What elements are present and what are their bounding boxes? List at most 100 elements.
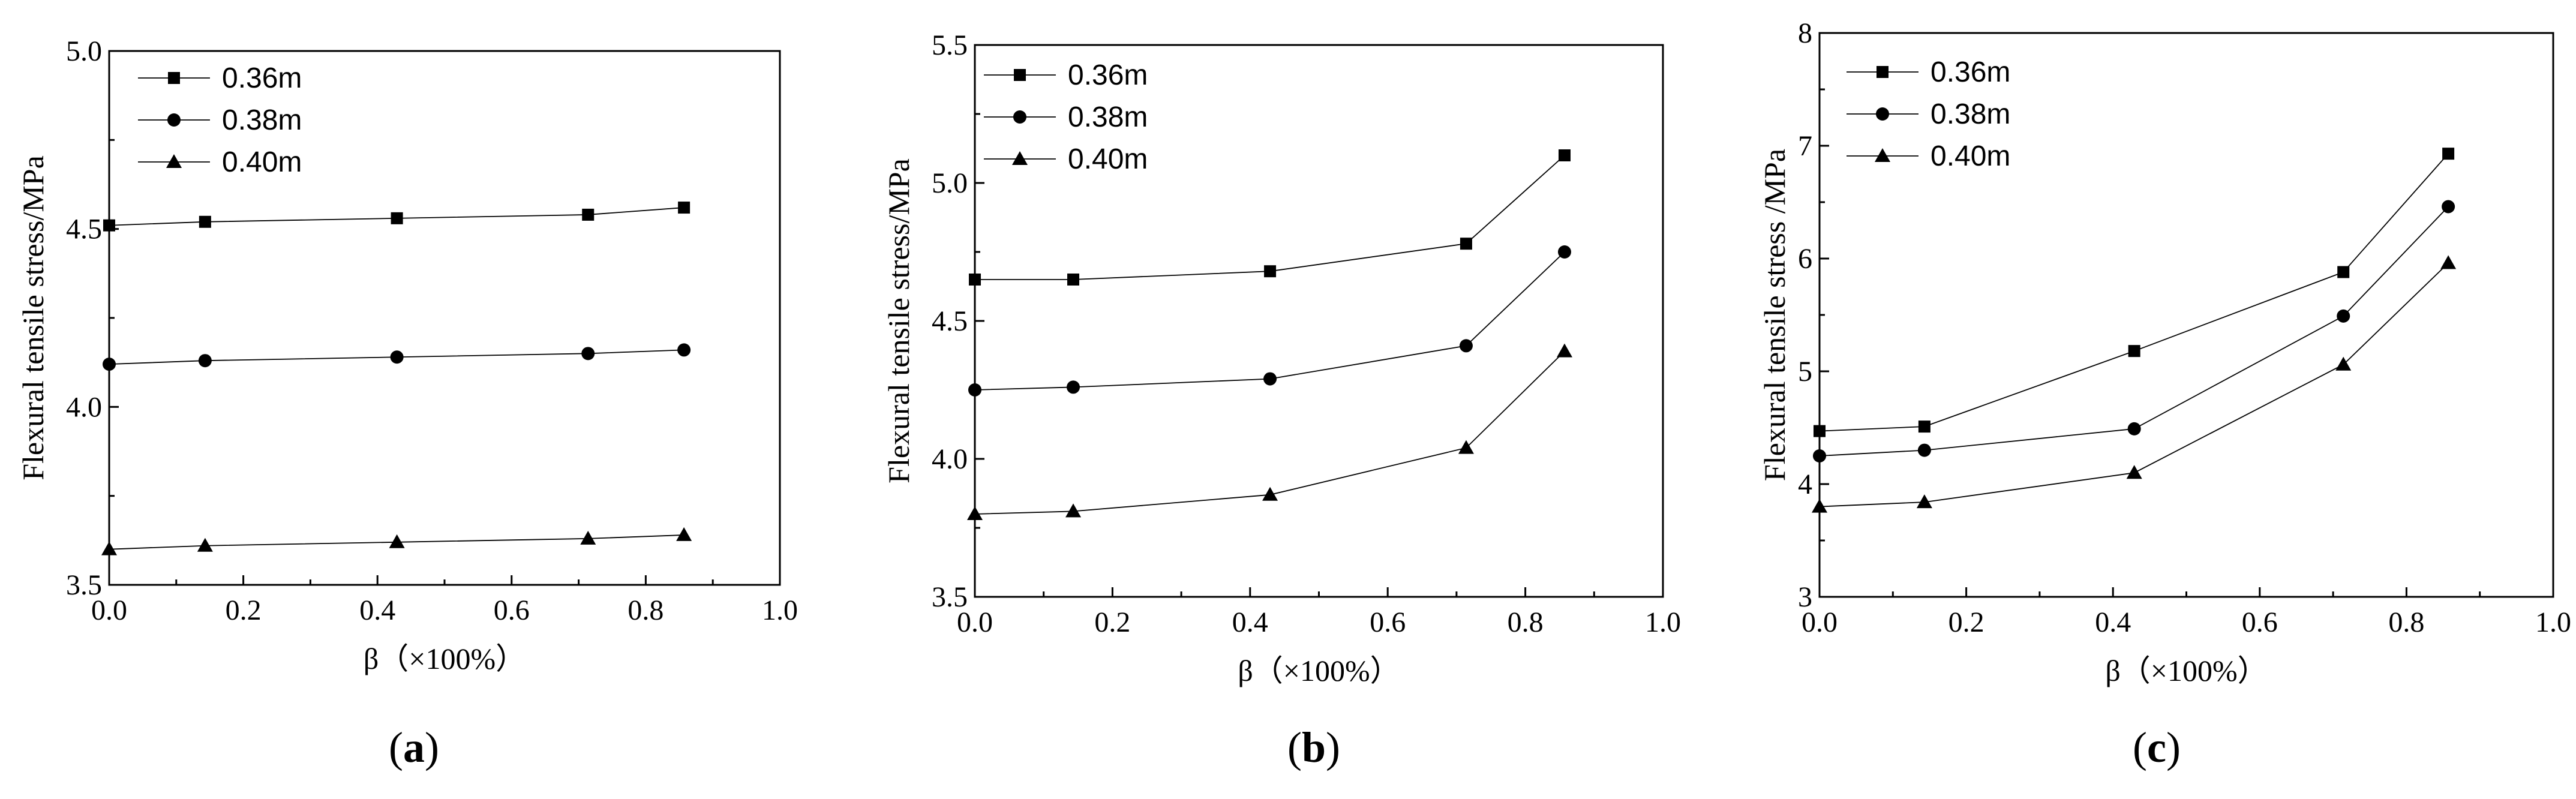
data-point-square [2337, 266, 2350, 278]
y-tick-label: 4.0 [932, 443, 968, 475]
chart-panel-c: 0.0 0.2 0.4 0.6 0.8 1.0 3 4 5 6 7 8 β（×100%） Flexural… [1758, 17, 2571, 771]
series-line [975, 155, 1565, 280]
data-point-circle [1067, 380, 1080, 394]
series-line [1819, 206, 2449, 456]
series-0.40m [967, 343, 1572, 520]
data-point-circle [1459, 339, 1473, 353]
legend-item: 0.38m [984, 101, 1148, 133]
data-point-circle [103, 358, 116, 371]
data-point-triangle [1262, 486, 1278, 501]
legend-label: 0.36m [1931, 56, 2010, 88]
panel-label-close: ) [1326, 723, 1340, 771]
legend-label: 0.36m [222, 62, 302, 94]
data-point-square [1814, 425, 1826, 437]
data-point-triangle [1065, 503, 1082, 518]
data-point-triangle [2126, 465, 2142, 479]
data-point-circle [1263, 372, 1277, 386]
legend-item: 0.38m [138, 104, 302, 136]
x-tick-label: 1.0 [1645, 606, 1681, 638]
data-point-square [2442, 148, 2455, 160]
data-point-circle [1813, 449, 1826, 462]
legend-item: 0.36m [984, 59, 1148, 91]
y-tick-label: 5 [1798, 356, 1812, 388]
data-point-triangle [1916, 494, 1932, 509]
x-tick-label: 0.6 [494, 594, 530, 626]
legend-marker-square [168, 72, 180, 84]
legend-marker-circle [1876, 107, 1889, 121]
x-tick-label: 0.8 [628, 594, 663, 626]
data-point-square [1264, 265, 1277, 278]
data-point-circle [2127, 422, 2141, 435]
data-point-square [391, 212, 403, 224]
series-0.40m [1812, 255, 2457, 513]
panel-label: (c) [2133, 723, 2181, 771]
panel-label-open: ( [389, 723, 403, 771]
x-tick-label: 0.4 [359, 594, 395, 626]
x-tick-label: 0.6 [1370, 606, 1406, 638]
legend-label: 0.40m [1068, 143, 1148, 175]
panel-label-open: ( [2133, 723, 2147, 771]
data-point-square [582, 208, 595, 221]
y-tick-label: 5.0 [932, 167, 968, 199]
y-tick-label: 4.5 [932, 305, 968, 337]
data-point-circle [2337, 309, 2350, 323]
data-point-square [2128, 345, 2140, 358]
legend-item: 0.36m [138, 62, 302, 94]
legend-item: 0.38m [1847, 98, 2010, 130]
y-axis-title: Flexural tensile stress/MPa [882, 158, 915, 483]
y-tick-label: 3 [1798, 581, 1812, 613]
plot-frame [1818, 32, 2554, 598]
data-point-triangle [101, 541, 117, 555]
x-axis-title: β（×100%） [364, 642, 526, 675]
legend-marker-square [1014, 69, 1026, 81]
y-tick-label: 4.0 [66, 391, 102, 423]
data-point-square [1460, 238, 1472, 250]
legend-item: 0.40m [1847, 140, 2010, 172]
series-0.36m [1814, 148, 2455, 437]
legend-label: 0.38m [1931, 98, 2010, 130]
data-point-triangle [580, 530, 596, 545]
data-point-circle [2442, 200, 2455, 214]
data-point-circle [390, 350, 404, 364]
data-point-triangle [2440, 255, 2457, 269]
data-point-square [969, 274, 981, 286]
y-tick-label: 3.5 [66, 569, 102, 601]
y-tick-label: 8 [1798, 17, 1812, 49]
y-tick-label: 5.5 [932, 29, 968, 61]
x-tick-label: 0.6 [2242, 606, 2278, 638]
legend-marker-square [1877, 66, 1889, 78]
x-tick-label: 0.0 [1802, 606, 1838, 638]
legend-label: 0.40m [222, 146, 302, 178]
legend-marker-circle [1013, 110, 1026, 124]
y-tick-label: 7 [1798, 130, 1812, 162]
y-tick-label: 6 [1798, 243, 1812, 275]
data-point-square [678, 202, 690, 214]
data-point-circle [198, 354, 212, 368]
x-tick-label: 0.4 [1232, 606, 1268, 638]
legend-item: 0.36m [1847, 56, 2010, 88]
legend-label: 0.40m [1931, 140, 2010, 172]
data-point-triangle [2335, 356, 2352, 371]
y-tick-label: 4 [1798, 468, 1812, 500]
chart-panel-a: 0.0 0.2 0.4 0.6 0.8 1.0 3.5 4.0 4.5 5.0 β（×100%） Fl… [16, 35, 798, 771]
x-tick-label: 0.8 [2388, 606, 2424, 638]
x-axis-title: β（×100%） [1238, 654, 1400, 687]
series-0.38m [968, 245, 1571, 397]
legend-item: 0.40m [984, 143, 1148, 175]
data-point-triangle [1556, 343, 1572, 358]
data-point-triangle [389, 534, 405, 548]
data-point-circle [968, 383, 981, 397]
legend-marker-triangle [1875, 148, 1890, 162]
legend-label: 0.38m [1068, 101, 1148, 133]
series-0.36m [969, 149, 1571, 286]
data-point-square [103, 219, 115, 232]
data-point-circle [581, 347, 595, 361]
legend-marker-triangle [1012, 151, 1028, 165]
data-point-square [199, 215, 211, 228]
x-tick-label: 0.2 [1094, 606, 1130, 638]
x-tick-label: 0.0 [91, 594, 127, 626]
data-point-circle [677, 343, 691, 357]
series-0.38m [1813, 200, 2455, 462]
x-tick-label: 1.0 [2535, 606, 2571, 638]
